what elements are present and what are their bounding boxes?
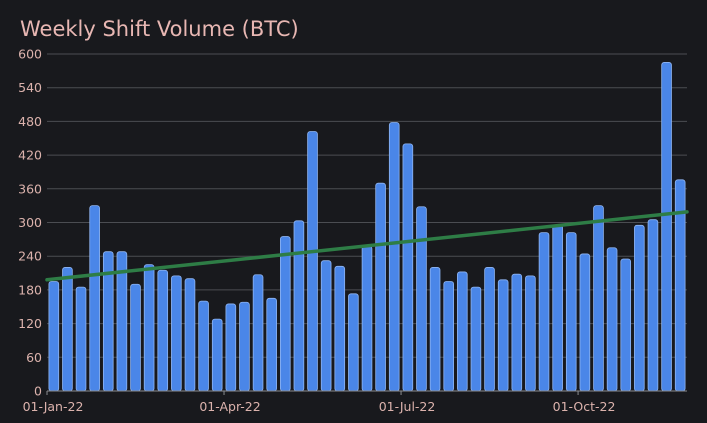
bar <box>361 245 373 392</box>
y-tick-label: 600 <box>18 47 42 62</box>
y-tick-label: 60 <box>26 350 42 365</box>
bar <box>402 143 414 392</box>
bar <box>252 274 264 392</box>
bar <box>89 205 100 392</box>
bar <box>375 182 386 392</box>
y-tick-label: 540 <box>18 80 42 95</box>
bar <box>62 267 73 392</box>
bar <box>266 297 277 392</box>
bars <box>48 62 686 392</box>
bar <box>484 267 495 392</box>
bar <box>130 283 141 392</box>
bar <box>470 286 482 392</box>
bar <box>497 279 509 392</box>
trend-line <box>45 210 689 282</box>
y-tick-label: 0 <box>34 384 42 399</box>
bar <box>429 267 441 392</box>
bar <box>293 220 305 392</box>
axes: 0 60 120 180 240 300 360 420 480 540 600 01-Jan-22 0… <box>18 47 687 414</box>
bar <box>184 278 196 392</box>
y-tick-label: 120 <box>18 316 42 331</box>
bar <box>225 303 237 392</box>
bar <box>661 62 672 392</box>
bar <box>525 275 536 392</box>
bar <box>334 265 346 392</box>
bar <box>416 206 427 392</box>
bar <box>552 224 563 392</box>
x-tick-label: 01-Jul-22 <box>379 399 436 414</box>
bar <box>48 281 60 392</box>
y-tick-label: 300 <box>18 215 42 230</box>
bar <box>348 293 359 392</box>
bar <box>647 219 659 392</box>
bar <box>75 286 87 392</box>
bar <box>320 260 332 392</box>
y-tick-label: 240 <box>18 249 42 264</box>
bar <box>538 232 550 392</box>
bar <box>511 273 523 392</box>
x-tick-label: 01-Jan-22 <box>23 399 84 414</box>
bar <box>388 122 400 392</box>
bar <box>579 253 591 392</box>
bar <box>457 271 468 392</box>
bar <box>198 300 209 392</box>
bar <box>307 131 318 392</box>
y-tick-label: 180 <box>18 282 42 297</box>
chart-title: Weekly Shift Volume (BTC) <box>20 17 299 41</box>
bar <box>211 318 223 392</box>
bar <box>279 236 291 392</box>
bar <box>171 275 182 392</box>
y-tick-label: 360 <box>18 181 42 196</box>
x-tick-label: 01-Oct-22 <box>553 399 616 414</box>
bar <box>443 281 454 392</box>
bar <box>634 224 645 392</box>
bar <box>143 264 155 392</box>
bar <box>620 258 632 392</box>
y-tick-label: 420 <box>18 148 42 163</box>
bar <box>157 269 169 392</box>
bar <box>606 247 618 392</box>
bar <box>593 205 604 392</box>
bar <box>239 301 250 392</box>
x-tick-label: 01-Apr-22 <box>199 399 260 414</box>
trendline-group <box>45 210 689 282</box>
y-tick-label: 480 <box>18 114 42 129</box>
bar <box>565 232 577 392</box>
